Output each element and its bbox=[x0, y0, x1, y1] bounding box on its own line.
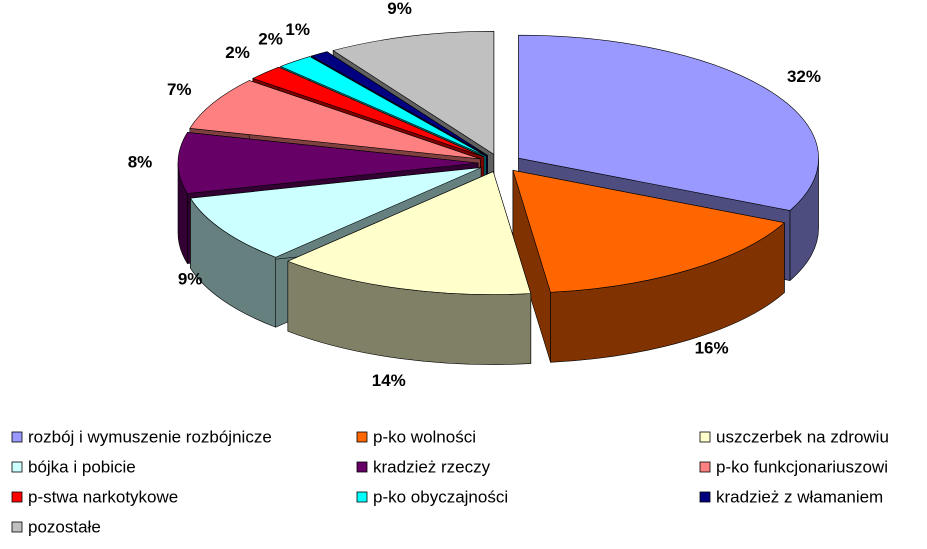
data-label: 2% bbox=[258, 29, 283, 48]
slice bbox=[177, 132, 479, 194]
legend-label: p-stwa narkotykowe bbox=[28, 487, 178, 506]
slice bbox=[280, 56, 487, 157]
legend-swatch bbox=[11, 491, 23, 503]
slice bbox=[189, 80, 481, 160]
legend-swatch bbox=[356, 461, 368, 473]
slice bbox=[518, 34, 819, 211]
legend-swatch bbox=[11, 431, 23, 443]
legend-swatch bbox=[356, 491, 368, 503]
legend-label: p-ko obyczajności bbox=[373, 487, 508, 506]
legend-label: p-ko wolności bbox=[373, 427, 476, 446]
data-label: 32% bbox=[787, 67, 821, 86]
slice bbox=[190, 167, 482, 258]
slice bbox=[332, 31, 495, 155]
slice bbox=[310, 51, 488, 156]
data-label: 9% bbox=[178, 270, 203, 289]
data-label: 8% bbox=[128, 152, 153, 171]
data-label: 16% bbox=[695, 338, 729, 357]
legend-swatch bbox=[699, 461, 711, 473]
slice bbox=[512, 169, 785, 293]
legend-label: p-ko funkcjonariuszowi bbox=[716, 457, 888, 476]
legend-swatch bbox=[699, 431, 711, 443]
legend-swatch bbox=[699, 491, 711, 503]
legend-swatch bbox=[356, 431, 368, 443]
slice bbox=[252, 66, 485, 158]
legend-label: kradzież z włamaniem bbox=[716, 487, 883, 506]
data-label: 14% bbox=[372, 371, 406, 390]
legend-label: pozostałe bbox=[28, 517, 101, 536]
legend-label: bójka i pobicie bbox=[28, 457, 136, 476]
slice bbox=[287, 171, 532, 295]
data-label: 7% bbox=[167, 80, 192, 99]
legend-label: uszczerbek na zdrowiu bbox=[716, 427, 889, 446]
legend-label: kradzież rzeczy bbox=[373, 457, 491, 476]
legend-label: rozbój i wymuszenie rozbójnicze bbox=[28, 427, 272, 446]
legend-swatch bbox=[11, 521, 23, 533]
legend-swatch bbox=[11, 461, 23, 473]
data-label: 2% bbox=[225, 43, 250, 62]
data-label: 9% bbox=[387, 0, 412, 18]
data-label: 1% bbox=[285, 20, 310, 39]
